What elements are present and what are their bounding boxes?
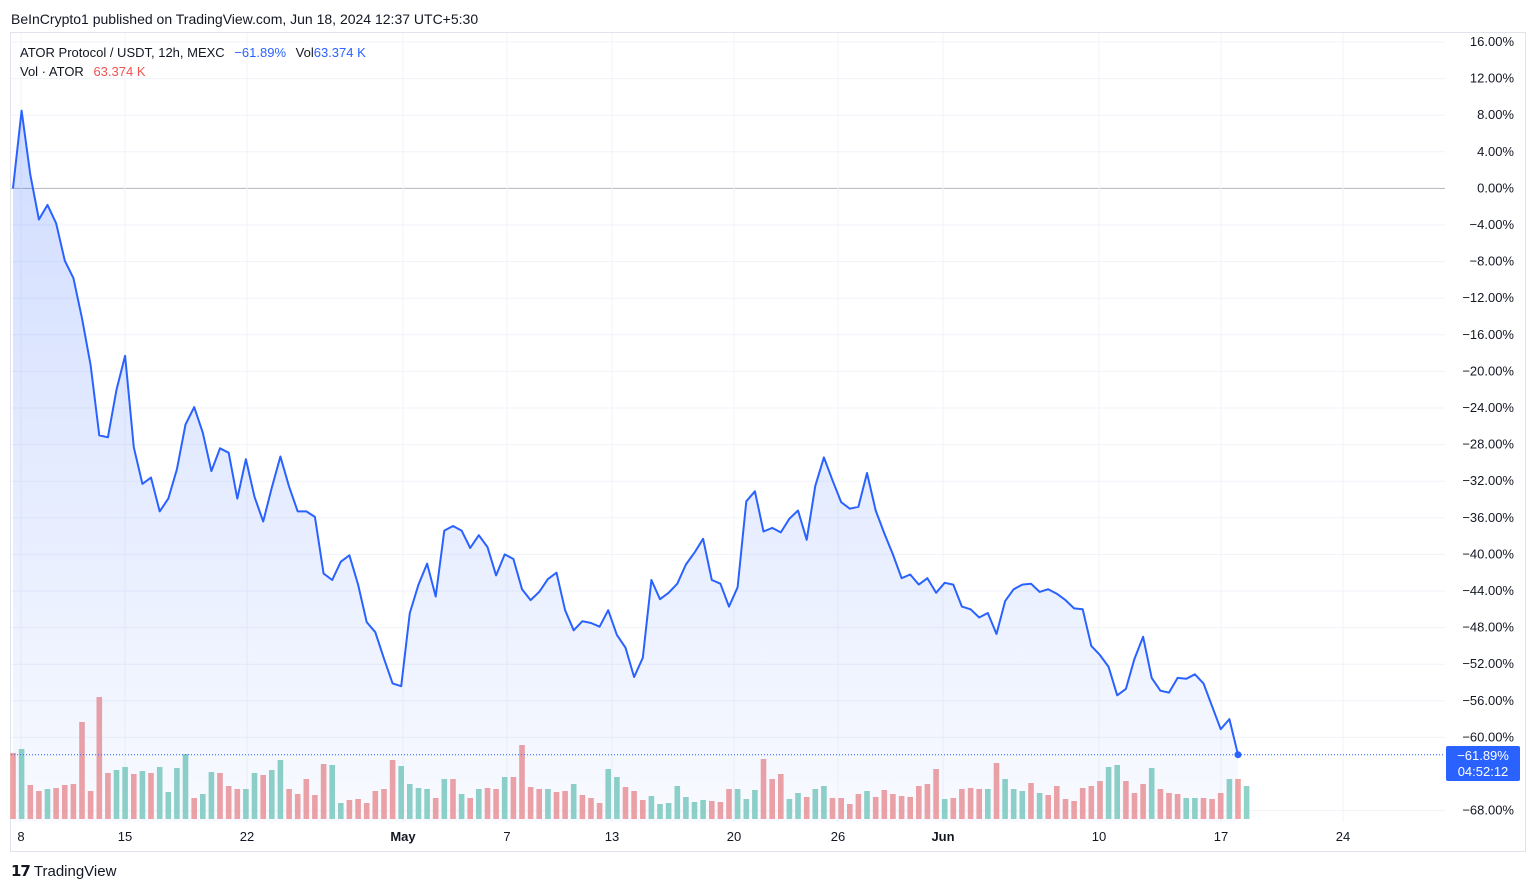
price-line <box>12 109 1239 755</box>
legend-volume-series-label[interactable]: Vol · ATOR <box>20 64 84 79</box>
legend-change: −61.89% <box>234 45 287 60</box>
last-value-countdown: 04:52:12 <box>1458 764 1509 779</box>
x-tick-label: 13 <box>605 829 619 844</box>
chart-legend: ATOR Protocol / USDT, 12h, MEXC −61.89% … <box>20 43 366 81</box>
legend-volume-series-value: 63.374 K <box>93 64 146 79</box>
y-tick-label: 4.00% <box>1477 144 1514 159</box>
last-value-badge <box>1446 746 1520 781</box>
y-tick-label: −16.00% <box>1462 327 1514 342</box>
y-tick-label: −28.00% <box>1462 437 1514 452</box>
y-tick-label: −32.00% <box>1462 473 1514 488</box>
y-tick-label: 8.00% <box>1477 107 1514 122</box>
last-value-marker: −61.89% 04:52:12 <box>1446 746 1520 781</box>
y-tick-label: −48.00% <box>1462 620 1514 635</box>
legend-vol-label: Vol <box>295 45 314 60</box>
tradingview-logo-icon: 17 <box>11 862 31 880</box>
y-axis[interactable]: 16.00% 12.00% 8.00% 4.00% 0.00% −4.00% −8.00% −… <box>1462 34 1514 818</box>
x-tick-label: 8 <box>17 829 24 844</box>
last-value-dot <box>1234 751 1242 759</box>
y-tick-label: −44.00% <box>1462 583 1514 598</box>
publish-line: BeInCrypto1 published on TradingView.com… <box>11 11 479 27</box>
x-tick-label: 10 <box>1092 829 1106 844</box>
legend-symbol[interactable]: ATOR Protocol / USDT, 12h, MEXC <box>20 45 225 60</box>
y-tick-label: −40.00% <box>1462 546 1514 561</box>
x-tick-label: May <box>390 829 416 844</box>
y-tick-label: −36.00% <box>1462 510 1514 525</box>
x-tick-label: 26 <box>831 829 845 844</box>
area-layer <box>13 110 1238 823</box>
y-tick-label: −12.00% <box>1462 290 1514 305</box>
y-tick-label: −56.00% <box>1462 693 1514 708</box>
last-value-label: −61.89% <box>1457 748 1509 763</box>
y-tick-label: 12.00% <box>1470 71 1515 86</box>
x-tick-label: 17 <box>1214 829 1228 844</box>
x-tick-label: 7 <box>503 829 510 844</box>
legend-vol-value: 63.374 K <box>313 45 366 60</box>
x-tick-label: 15 <box>118 829 132 844</box>
legend-volume-row: Vol · ATOR 63.374 K <box>20 62 366 81</box>
y-tick-label: −4.00% <box>1470 217 1515 232</box>
legend-main-row: ATOR Protocol / USDT, 12h, MEXC −61.89% … <box>20 43 366 62</box>
y-tick-label: −68.00% <box>1462 803 1514 818</box>
price-area <box>13 110 1238 823</box>
y-tick-label: −60.00% <box>1462 729 1514 744</box>
x-tick-label: Jun <box>931 829 954 844</box>
y-tick-label: −24.00% <box>1462 400 1514 415</box>
volume-bar <box>1243 786 1250 819</box>
x-axis[interactable]: 8 15 22 May 7 13 20 26 Jun 10 17 24 <box>17 829 1350 844</box>
y-tick-label: −8.00% <box>1470 254 1515 269</box>
footer: 17 TradingView <box>11 862 116 880</box>
footer-brand[interactable]: TradingView <box>33 862 117 880</box>
y-tick-label: −20.00% <box>1462 363 1514 378</box>
chart-frame <box>10 32 1526 852</box>
y-tick-label: 0.00% <box>1477 180 1514 195</box>
x-tick-label: 20 <box>727 829 741 844</box>
line-layer <box>11 109 1445 759</box>
y-tick-label: 16.00% <box>1470 34 1515 49</box>
x-tick-label: 22 <box>240 829 254 844</box>
x-tick-label: 24 <box>1336 829 1350 844</box>
y-tick-label: −52.00% <box>1462 656 1514 671</box>
